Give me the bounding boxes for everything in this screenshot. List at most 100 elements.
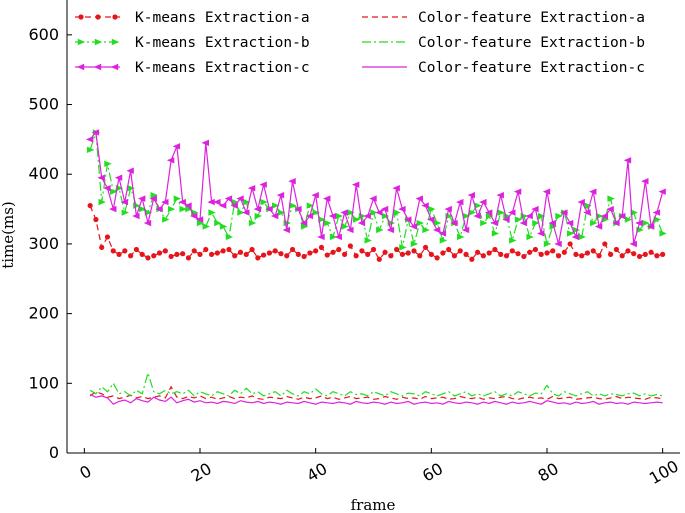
data-point: [480, 253, 486, 259]
series-1: [87, 202, 666, 262]
data-point: [336, 246, 342, 253]
data-point: [446, 246, 452, 253]
data-point: [654, 253, 660, 259]
data-point: [560, 209, 568, 216]
legend-swatch-marker: [78, 14, 84, 20]
data-point: [128, 253, 134, 259]
data-point: [242, 209, 250, 216]
data-point: [162, 216, 170, 223]
data-point: [121, 209, 130, 216]
data-point: [151, 253, 157, 259]
data-point: [600, 212, 609, 220]
data-point: [403, 216, 412, 223]
data-point: [573, 251, 579, 257]
data-point: [219, 223, 228, 230]
data-point: [91, 129, 100, 136]
data-point: [167, 205, 176, 213]
data-point: [555, 212, 563, 220]
data-point: [180, 251, 186, 257]
data-point: [503, 253, 510, 259]
data-point: [156, 250, 163, 256]
data-point: [543, 240, 552, 248]
data-point: [405, 250, 411, 256]
data-point: [114, 174, 123, 181]
data-point: [422, 244, 429, 251]
data-point: [457, 248, 463, 254]
data-point: [197, 251, 203, 257]
data-point: [629, 240, 637, 248]
data-point: [253, 205, 262, 213]
data-point: [289, 202, 297, 209]
data-point: [515, 251, 521, 257]
legend-item: Color-feature Extraction-b: [362, 35, 645, 51]
data-point: [288, 178, 296, 185]
data-point: [583, 209, 591, 216]
data-point: [328, 212, 337, 220]
data-point: [623, 157, 632, 164]
data-point: [388, 253, 394, 259]
data-point: [120, 198, 129, 206]
data-point: [428, 205, 436, 213]
legend-item: Color-feature Extraction-a: [362, 10, 645, 26]
data-point: [450, 219, 458, 227]
data-point: [641, 178, 649, 185]
data-point: [537, 230, 545, 237]
data-point: [554, 240, 562, 248]
data-point: [525, 212, 533, 220]
x-axis-title: frame: [351, 496, 396, 513]
data-point: [214, 250, 220, 256]
data-point: [411, 248, 417, 254]
legend-swatch-marker: [95, 14, 101, 20]
data-point: [578, 233, 586, 241]
series-3: [85, 129, 666, 248]
data-point: [370, 209, 378, 216]
data-point: [457, 233, 465, 241]
data-point: [480, 219, 488, 227]
data-point: [484, 209, 493, 216]
data-point: [162, 248, 168, 254]
data-point: [548, 219, 556, 227]
y-tick-label: 400: [28, 164, 59, 183]
series-5: [89, 370, 663, 397]
data-point: [324, 219, 332, 227]
data-point: [468, 209, 477, 216]
data-point: [224, 195, 233, 202]
data-point: [284, 253, 290, 259]
data-point: [271, 202, 280, 209]
legend-item: K-means Extraction-b: [75, 35, 310, 51]
data-point: [359, 248, 365, 254]
data-point: [579, 253, 585, 259]
data-point: [191, 248, 197, 254]
data-point: [172, 143, 181, 150]
data-point: [143, 219, 152, 227]
data-point: [255, 255, 261, 261]
data-point: [295, 251, 301, 257]
data-point: [479, 198, 487, 206]
data-point: [301, 253, 307, 260]
data-point: [266, 250, 273, 256]
data-point: [347, 209, 355, 216]
data-point: [370, 246, 377, 253]
data-point: [365, 251, 371, 257]
data-point: [584, 202, 592, 209]
data-point: [427, 216, 435, 223]
legend-label: Color-feature Extraction-c: [418, 60, 645, 76]
data-point: [299, 219, 308, 227]
data-point: [617, 212, 626, 220]
data-point: [409, 223, 418, 230]
data-point: [208, 209, 216, 216]
legend-label: K-means Extraction-a: [135, 10, 310, 26]
data-point: [237, 209, 245, 216]
data-point: [247, 184, 256, 192]
data-point: [469, 256, 475, 262]
data-point: [110, 248, 116, 254]
data-point: [606, 205, 614, 213]
data-point: [550, 248, 556, 254]
data-point: [126, 167, 134, 174]
data-point: [150, 191, 158, 199]
data-point: [463, 251, 469, 257]
data-point: [635, 219, 643, 227]
data-point: [346, 226, 354, 234]
data-point: [363, 212, 371, 220]
